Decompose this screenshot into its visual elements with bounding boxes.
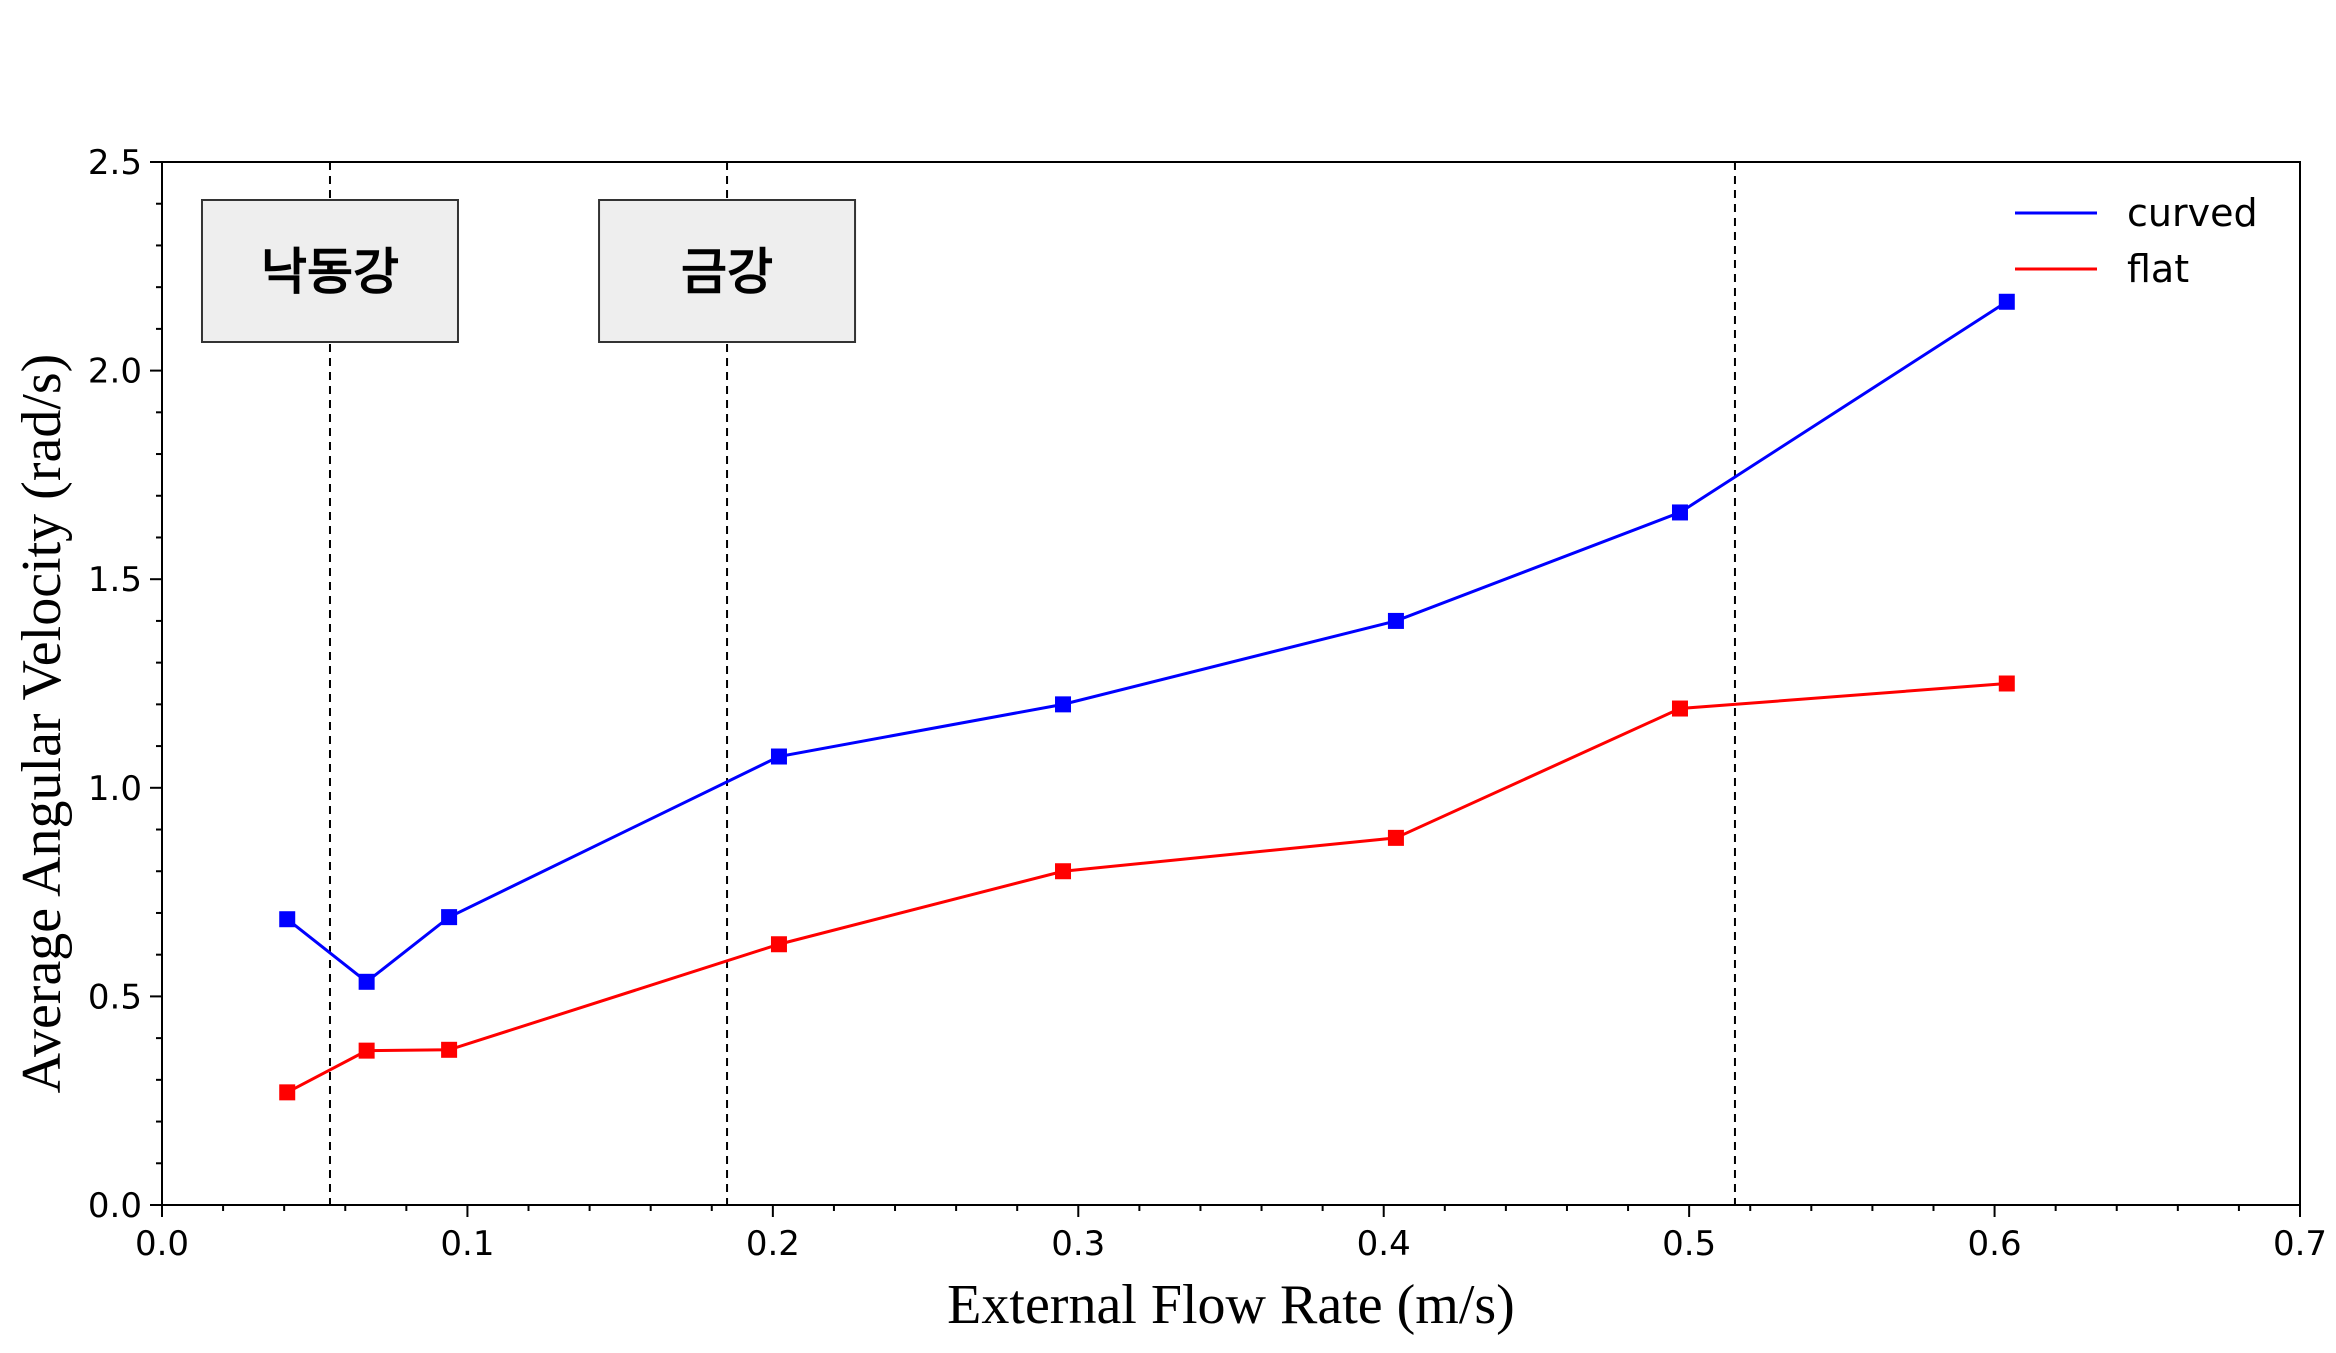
region-label-2: 금강 [681,243,773,301]
x-tick-label: 0.1 [440,1224,494,1264]
x-tick-label: 0.0 [135,1224,189,1264]
region-box-1 [200,199,459,343]
region-label-1: 낙동강 [261,243,399,301]
data-point-flat-3 [441,1041,458,1058]
y-axis-label: Average Angular Velocity (rad/s) [11,354,73,1094]
data-point-flat-5 [1055,863,1072,880]
x-tick-label: 0.6 [1968,1224,2022,1264]
x-tick-label: 0.7 [2273,1224,2327,1264]
data-point-curved-7 [1671,504,1688,521]
y-tick-label: 0.0 [88,1186,142,1226]
y-tick-label: 2.0 [88,352,142,392]
x-tick-label: 0.2 [746,1224,800,1264]
series-line-curved [286,300,2008,984]
data-point-curved-6 [1387,612,1404,629]
data-point-curved-2 [358,973,375,990]
data-point-curved-5 [1055,696,1072,713]
data-point-flat-4 [770,936,787,953]
x-tick-label: 0.4 [1357,1224,1411,1264]
data-point-flat-2 [358,1042,375,1059]
data-point-flat-6 [1387,829,1404,846]
y-tick-label: 1.5 [88,560,142,600]
axes-frame [161,161,2301,1206]
legend-label-flat: flat [2127,247,2189,291]
data-point-curved-1 [279,911,296,928]
data-point-flat-8 [1998,675,2015,692]
y-tick-label: 2.5 [88,143,142,183]
data-point-flat-1 [279,1084,296,1101]
y-tick-label: 1.0 [88,769,142,809]
y-tick-label: 0.5 [88,977,142,1017]
data-point-curved-3 [441,909,458,926]
region-box-2 [598,199,857,343]
data-point-flat-7 [1671,700,1688,717]
data-point-curved-8 [1998,293,2015,310]
x-tick-label: 0.3 [1051,1224,1105,1264]
data-point-curved-4 [770,748,787,765]
legend-label-curved: curved [2127,191,2258,235]
x-axis-label: External Flow Rate (m/s) [947,1274,1515,1336]
plot-area: 낙동강 금강 0.0 0.1 0.2 0.3 0.4 0.5 0.6 0.7 0.0 0.5 1.0 1.… [88,143,2327,1264]
series-line-flat [286,682,2007,1094]
x-tick-label: 0.5 [1662,1224,1716,1264]
